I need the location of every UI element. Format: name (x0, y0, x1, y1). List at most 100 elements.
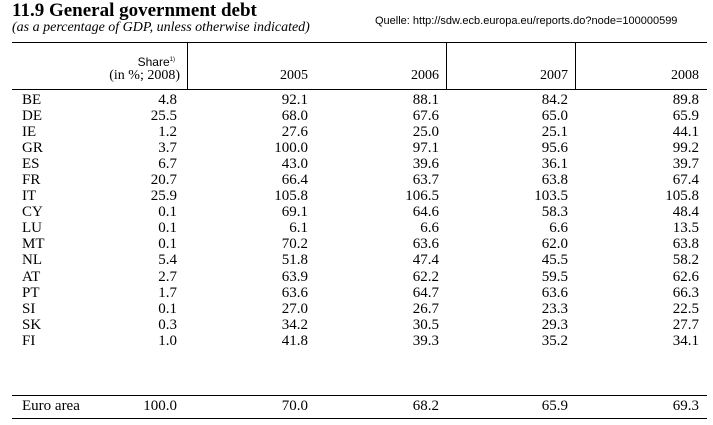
table-row: FR 20.7 66.4 63.7 63.8 67.4 (0, 172, 713, 188)
value-2006: 64.7 (412, 284, 439, 301)
table-row: NL 5.4 51.8 47.4 45.5 58.2 (0, 252, 713, 268)
share-value: 6.7 (158, 156, 177, 173)
value-2006: 62.2 (412, 268, 439, 285)
value-2007: 25.1 (541, 124, 568, 141)
country-code: CY (22, 204, 43, 221)
value-2007: 59.5 (541, 268, 568, 285)
column-header-share-unit: (in %; 2008) (109, 68, 180, 83)
share-value: 5.4 (158, 252, 177, 269)
value-2006: 88.1 (412, 92, 439, 108)
value-2008: 89.8 (672, 92, 699, 108)
value-2007: 84.2 (541, 92, 568, 108)
value-2007: 65.0 (541, 108, 568, 125)
country-code: FI (22, 332, 36, 349)
table-row: IE 1.2 27.6 25.0 25.1 44.1 (0, 124, 713, 140)
table-row: CY 0.1 69.1 64.6 58.3 48.4 (0, 204, 713, 220)
value-2007: 103.5 (534, 188, 568, 205)
value-2005: 105.8 (274, 188, 308, 205)
value-2005: 63.9 (281, 268, 308, 285)
column-divider-2006 (446, 42, 447, 90)
value-2005: 27.0 (281, 300, 308, 317)
value-2007: 65.9 (541, 398, 568, 414)
value-2008: 69.3 (672, 398, 699, 414)
share-value: 4.8 (158, 92, 177, 108)
table-row: ES 6.7 43.0 39.6 36.1 39.7 (0, 156, 713, 172)
value-2006: 26.7 (412, 300, 439, 317)
share-value: 0.1 (158, 204, 177, 221)
value-2008: 27.7 (672, 316, 699, 333)
value-2006: 6.6 (420, 220, 439, 237)
debt-table-body: BE 4.8 92.1 88.1 84.2 89.8 DE 25.5 68.0 67.6 65.0… (0, 92, 713, 349)
value-2006: 30.5 (412, 316, 439, 333)
share-footnote-marker: 1) (169, 57, 175, 63)
share-value: 0.3 (158, 316, 177, 333)
table-bottom-rule (12, 418, 707, 419)
euro-area-label: Euro area (22, 398, 80, 414)
value-2006: 68.2 (412, 398, 439, 414)
share-value: 0.1 (158, 236, 177, 253)
table-row: IT 25.9 105.8 106.5 103.5 105.8 (0, 188, 713, 204)
table-row: DE 25.5 68.0 67.6 65.0 65.9 (0, 108, 713, 124)
country-code: DE (22, 108, 42, 125)
value-2007: 95.6 (541, 140, 568, 157)
table-row: BE 4.8 92.1 88.1 84.2 89.8 (0, 92, 713, 108)
source-note: Quelle: http://sdw.ecb.europa.eu/reports… (375, 15, 678, 27)
value-2006: 106.5 (405, 188, 439, 205)
share-value: 1.7 (158, 284, 177, 301)
value-2005: 51.8 (281, 252, 308, 269)
value-2008: 66.3 (672, 284, 699, 301)
share-value: 3.7 (158, 140, 177, 157)
country-code: AT (22, 268, 41, 285)
table-row: LU 0.1 6.1 6.6 6.6 13.5 (0, 220, 713, 236)
value-2006: 63.7 (412, 172, 439, 189)
table-row: SI 0.1 27.0 26.7 23.3 22.5 (0, 301, 713, 317)
value-2005: 100.0 (274, 140, 308, 157)
country-code: MT (22, 236, 45, 253)
table-row: PT 1.7 63.6 64.7 63.6 66.3 (0, 285, 713, 301)
header-bottom-rule (12, 89, 707, 90)
value-2006: 64.6 (412, 204, 439, 221)
value-2008: 58.2 (672, 252, 699, 269)
value-2006: 39.6 (412, 156, 439, 173)
value-2008: 13.5 (672, 220, 699, 237)
value-2007: 58.3 (541, 204, 568, 221)
country-code: IT (22, 188, 37, 205)
column-header-share: Share1) (137, 55, 175, 69)
value-2005: 34.2 (281, 316, 308, 333)
value-2005: 27.6 (281, 124, 308, 141)
column-header-2005: 2005 (280, 68, 308, 83)
share-value: 25.5 (150, 108, 177, 125)
value-2008: 22.5 (672, 300, 699, 317)
share-value: 20.7 (150, 172, 177, 189)
value-2005: 63.6 (281, 284, 308, 301)
value-2005: 68.0 (281, 108, 308, 125)
share-value: 2.7 (158, 268, 177, 285)
value-2005: 69.1 (281, 204, 308, 221)
country-code: PT (22, 284, 40, 301)
share-value: 0.1 (158, 300, 177, 317)
country-code: BE (22, 92, 42, 108)
country-code: LU (22, 220, 42, 237)
table-top-rule (12, 42, 707, 43)
value-2006: 25.0 (412, 124, 439, 141)
value-2007: 36.1 (541, 156, 568, 173)
column-header-2008: 2008 (671, 68, 699, 83)
country-code: IE (22, 124, 37, 141)
value-2008: 105.8 (665, 188, 699, 205)
value-2007: 6.6 (549, 220, 568, 237)
country-code: ES (22, 156, 40, 173)
value-2007: 63.8 (541, 172, 568, 189)
value-2007: 35.2 (541, 332, 568, 349)
table-row: MT 0.1 70.2 63.6 62.0 63.8 (0, 236, 713, 252)
value-2006: 97.1 (412, 140, 439, 157)
column-header-2006: 2006 (411, 68, 439, 83)
value-2006: 47.4 (412, 252, 439, 269)
value-2005: 66.4 (281, 172, 308, 189)
value-2008: 62.6 (672, 268, 699, 285)
value-2008: 63.8 (672, 236, 699, 253)
value-2006: 39.3 (412, 332, 439, 349)
value-2005: 43.0 (281, 156, 308, 173)
value-2006: 63.6 (412, 236, 439, 253)
country-code: SI (22, 300, 36, 317)
share-value: 1.0 (158, 332, 177, 349)
